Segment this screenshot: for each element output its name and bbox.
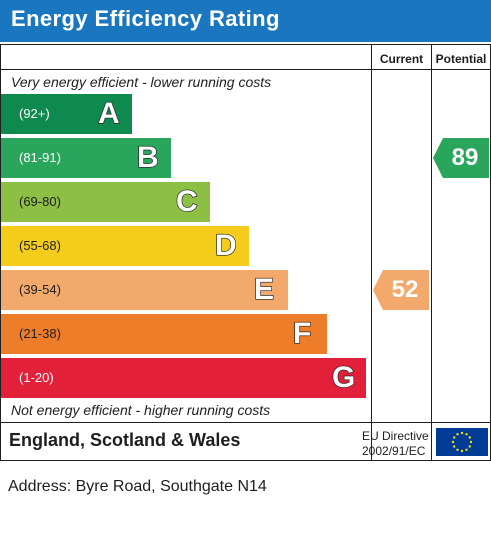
eu-star (460, 431, 464, 435)
header-bar: Energy Efficiency Rating (0, 0, 491, 42)
eu-directive-text: EU Directive 2002/91/EC (362, 429, 429, 459)
current-column-divider (371, 45, 372, 460)
band-letter: E (253, 272, 275, 306)
current-column-header: Current (379, 52, 424, 66)
band-range-label: (92+) (19, 106, 50, 121)
eu-star (465, 448, 468, 451)
band-range-label: (21-38) (19, 326, 61, 341)
potential-arrow (433, 138, 489, 178)
eu-star (453, 445, 456, 448)
eu-flag-icon (436, 428, 488, 456)
band-range-label: (81-91) (19, 150, 61, 165)
eu-star (456, 433, 459, 436)
footer-row-divider (1, 422, 490, 423)
band-range-label: (1-20) (19, 370, 54, 385)
eu-star (468, 436, 471, 439)
band-letter: F (292, 316, 312, 350)
band-letter: D (214, 228, 237, 262)
eu-star (469, 440, 473, 444)
band-range-label: (69-80) (19, 194, 61, 209)
current-arrow (373, 270, 429, 310)
eu-directive-line2: 2002/91/EC (362, 444, 426, 458)
band-e: (39-54) E (1, 270, 288, 310)
band-g: (1-20) G (1, 358, 366, 398)
band-d: (55-68) D (1, 226, 249, 266)
current-rating-value: 52 (391, 276, 419, 303)
band-range-label: (39-54) (19, 282, 61, 297)
address-text: Address: Byre Road, Southgate N14 (8, 478, 267, 495)
region-label: England, Scotland & Wales (9, 430, 241, 450)
eu-star (456, 448, 459, 451)
eu-star (451, 440, 455, 444)
inefficient-note: Not energy efficient - higher running co… (11, 402, 271, 418)
rating-chart: Current Potential Very energy efficient … (0, 44, 491, 461)
eu-star (465, 433, 468, 436)
band-a: (92+) A (1, 94, 132, 134)
band-letter: C (175, 184, 198, 218)
band-range-label: (55-68) (19, 238, 61, 253)
chart-title: Energy Efficiency Rating (11, 6, 280, 31)
potential-column-divider (431, 45, 432, 460)
potential-rating-value: 89 (451, 144, 479, 171)
band-letter: A (97, 96, 120, 130)
band-letter: G (331, 360, 356, 394)
band-c: (69-80) C (1, 182, 210, 222)
efficient-note: Very energy efficient - lower running co… (11, 74, 272, 90)
eu-star (453, 436, 456, 439)
eu-star (468, 445, 471, 448)
band-letter: B (136, 140, 159, 174)
eu-star (460, 449, 464, 453)
band-f: (21-38) F (1, 314, 327, 354)
band-b: (81-91) B (1, 138, 171, 178)
potential-column-header: Potential (435, 52, 487, 66)
header-row-divider (1, 69, 490, 70)
eu-directive-line1: EU Directive (362, 429, 429, 443)
